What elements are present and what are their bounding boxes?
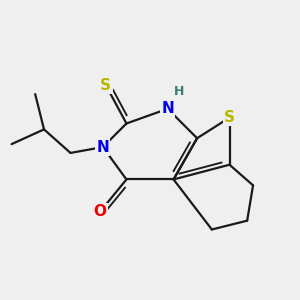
Text: S: S: [100, 78, 111, 93]
Text: S: S: [224, 110, 235, 125]
Text: N: N: [97, 140, 109, 154]
Text: O: O: [93, 204, 106, 219]
Text: H: H: [174, 85, 184, 98]
Text: N: N: [161, 101, 174, 116]
